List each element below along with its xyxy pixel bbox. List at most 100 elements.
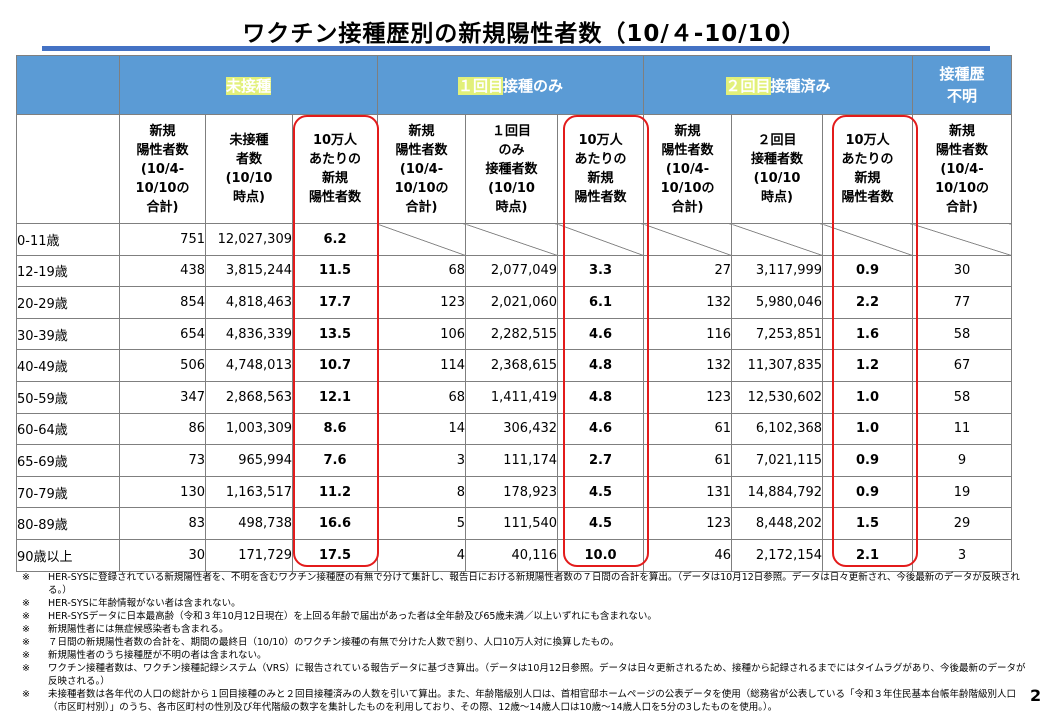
- dose1-rate-cell: 4.8: [557, 349, 645, 382]
- group-unvaccinated-highlight: 未接種: [226, 76, 272, 95]
- table-body: 0-11歳 751 12,027,309 6.2 12-19歳 438 3,815,244 1…: [16, 223, 1013, 572]
- subheader-d1-new: 新規 陽性者数 (10/4- 10/10の 合計): [377, 114, 467, 224]
- dose2-rate-cell: 0.9: [822, 444, 914, 477]
- dose2-pop-cell: 14,884,792: [731, 475, 824, 509]
- unvac-rate-cell: 11.2: [291, 475, 379, 509]
- dose1-pop-cell: 2,282,515: [465, 317, 559, 351]
- unvac-new-cell: 73: [119, 444, 206, 477]
- unvac-new-cell: 751: [119, 223, 206, 256]
- dose1-pop-cell: 111,540: [465, 507, 559, 540]
- footnote-mark: ※: [22, 598, 30, 609]
- unknown-new-cell: 67: [912, 349, 1013, 382]
- footnote-text: HER-SYSに年齢情報がない者は含まれない。: [48, 598, 241, 609]
- unknown-new-cell: 30: [912, 254, 1013, 288]
- footnote-text: 新規陽性者には無症候感染者も含まれる。: [48, 624, 229, 635]
- footnote-text: HER-SYSデータに日本最高齢（令和３年10月12日現在）を上回る年齢で届出が…: [48, 611, 657, 622]
- unvac-rate-cell: 6.2: [291, 223, 379, 256]
- age-cell: 30-39歳: [16, 317, 120, 351]
- dose1-new-cell: 5: [377, 507, 467, 540]
- footnote-text: ワクチン接種者数は、ワクチン接種記録システム（VRS）に報告されている報告データ…: [48, 663, 1026, 687]
- dose1-pop-cell: 2,021,060: [465, 286, 559, 319]
- footnote-text: ７日間の新規陽性者数の合計を、期間の最終日（10/10）のワクチン接種の有無で分…: [48, 637, 620, 648]
- dose2-new-cell: 46: [643, 538, 733, 572]
- footnote-mark: ※: [22, 624, 30, 635]
- unknown-new-cell: 77: [912, 286, 1013, 319]
- unvac-rate-cell: 7.6: [291, 444, 379, 477]
- dose1-pop-cell: 2,077,049: [465, 254, 559, 288]
- unvac-pop-cell: 1,163,517: [205, 475, 293, 509]
- dose1-rate-cell: 3.3: [557, 254, 645, 288]
- subheader-d1-pop: １回目 のみ 接種者数 (10/10 時点): [465, 114, 559, 224]
- footnote-mark: ※: [22, 611, 30, 622]
- unvac-new-cell: 83: [119, 507, 206, 540]
- dose2-new-cell: 27: [643, 254, 733, 288]
- dose1-new-cell: 68: [377, 380, 467, 414]
- footnote-text: 未接種者数は各年代の人口の総計から１回目接種のみと２回目接種済みの人数を引いて算…: [48, 689, 1016, 713]
- unknown-new-cell: [912, 223, 1013, 256]
- vaccination-table: 未接種 １回目接種のみ ２回目接種済み 接種歴 不明 新規 陽性者数 (10/4- 10…: [16, 55, 1013, 572]
- dose1-new-cell: [377, 223, 467, 256]
- footnotes: ※ HER-SYSに登録されている新規陽性者を、不明を含むワクチン接種歴の有無で分…: [22, 571, 1027, 714]
- footnote-item: ※ 未接種者数は各年代の人口の総計から１回目接種のみと２回目接種済みの人数を引いて…: [22, 688, 1027, 714]
- unvac-new-cell: 86: [119, 412, 206, 446]
- dose1-new-cell: 3: [377, 444, 467, 477]
- group-unvaccinated: 未接種: [118, 55, 379, 115]
- dose2-pop-cell: 11,307,835: [731, 349, 824, 382]
- footnote-text: HER-SYSに登録されている新規陽性者を、不明を含むワクチン接種歴の有無で分け…: [48, 572, 1020, 596]
- dose1-pop-cell: 40,116: [465, 538, 559, 572]
- highlight-box-dose1-rate: [563, 115, 649, 567]
- unvac-pop-cell: 4,818,463: [205, 286, 293, 319]
- highlight-box-dose2-rate: [832, 115, 918, 567]
- age-cell: 40-49歳: [16, 349, 120, 382]
- unvac-pop-cell: 4,748,013: [205, 349, 293, 382]
- table-row: 12-19歳 438 3,815,244 11.5 68 2,077,049 3.3 27 3,…: [16, 254, 1013, 288]
- age-cell: 0-11歳: [16, 223, 120, 256]
- dose2-new-cell: 132: [643, 349, 733, 382]
- unvac-rate-cell: 16.6: [291, 507, 379, 540]
- table-row: 80-89歳 83 498,738 16.6 5 111,540 4.5 123 8,448,2…: [16, 507, 1013, 540]
- dose2-pop-cell: [731, 223, 824, 256]
- dose2-rate-cell: 0.9: [822, 475, 914, 509]
- unvac-new-cell: 130: [119, 475, 206, 509]
- dose1-rate-cell: 4.6: [557, 412, 645, 446]
- age-cell: 90歳以上: [16, 538, 120, 572]
- dose1-pop-cell: [465, 223, 559, 256]
- dose2-pop-cell: 5,980,046: [731, 286, 824, 319]
- unvac-new-cell: 438: [119, 254, 206, 288]
- unvac-pop-cell: 12,027,309: [205, 223, 293, 256]
- dose1-pop-cell: 1,411,419: [465, 380, 559, 414]
- unvac-new-cell: 654: [119, 317, 206, 351]
- age-cell: 65-69歳: [16, 444, 120, 477]
- dose2-pop-cell: 2,172,154: [731, 538, 824, 572]
- unknown-new-cell: 3: [912, 538, 1013, 572]
- dose2-new-cell: [643, 223, 733, 256]
- dose1-new-cell: 114: [377, 349, 467, 382]
- dose1-pop-cell: 306,432: [465, 412, 559, 446]
- dose1-new-cell: 123: [377, 286, 467, 319]
- subheader-unvac-rate: 10万人 あたりの 新規 陽性者数: [291, 114, 379, 224]
- subheader-unvac-pop: 未接種 者数 (10/10 時点): [205, 114, 293, 224]
- unvac-pop-cell: 2,868,563: [205, 380, 293, 414]
- unknown-new-cell: 19: [912, 475, 1013, 509]
- unvac-new-cell: 854: [119, 286, 206, 319]
- subheader-d2-rate: 10万人 あたりの 新規 陽性者数: [822, 114, 914, 224]
- footnote-item: ※ ワクチン接種者数は、ワクチン接種記録システム（VRS）に報告されている報告デー…: [22, 662, 1027, 688]
- subheader-age-blank: [16, 114, 120, 224]
- unknown-new-cell: 29: [912, 507, 1013, 540]
- dose2-new-cell: 131: [643, 475, 733, 509]
- unvac-pop-cell: 4,836,339: [205, 317, 293, 351]
- footnote-item: ※ ７日間の新規陽性者数の合計を、期間の最終日（10/10）のワクチン接種の有無で…: [22, 636, 1027, 649]
- dose1-new-cell: 106: [377, 317, 467, 351]
- table-row: 0-11歳 751 12,027,309 6.2: [16, 223, 1013, 256]
- subheader-d2-pop: ２回目 接種者数 (10/10 時点): [731, 114, 824, 224]
- footnote-text: 新規陽性者のうち接種歴が不明の者は含まれない。: [48, 650, 267, 661]
- unvac-pop-cell: 171,729: [205, 538, 293, 572]
- footnote-mark: ※: [22, 663, 30, 674]
- dose2-rate-cell: 1.0: [822, 412, 914, 446]
- subheader-unvac-new: 新規 陽性者数 (10/4- 10/10の 合計): [119, 114, 206, 224]
- age-cell: 12-19歳: [16, 254, 120, 288]
- subheader-d2-new: 新規 陽性者数 (10/4- 10/10の 合計): [643, 114, 733, 224]
- subheader-unk-new: 新規 陽性者数 (10/4- 10/10の 合計): [912, 114, 1013, 224]
- unvac-pop-cell: 498,738: [205, 507, 293, 540]
- age-cell: 80-89歳: [16, 507, 120, 540]
